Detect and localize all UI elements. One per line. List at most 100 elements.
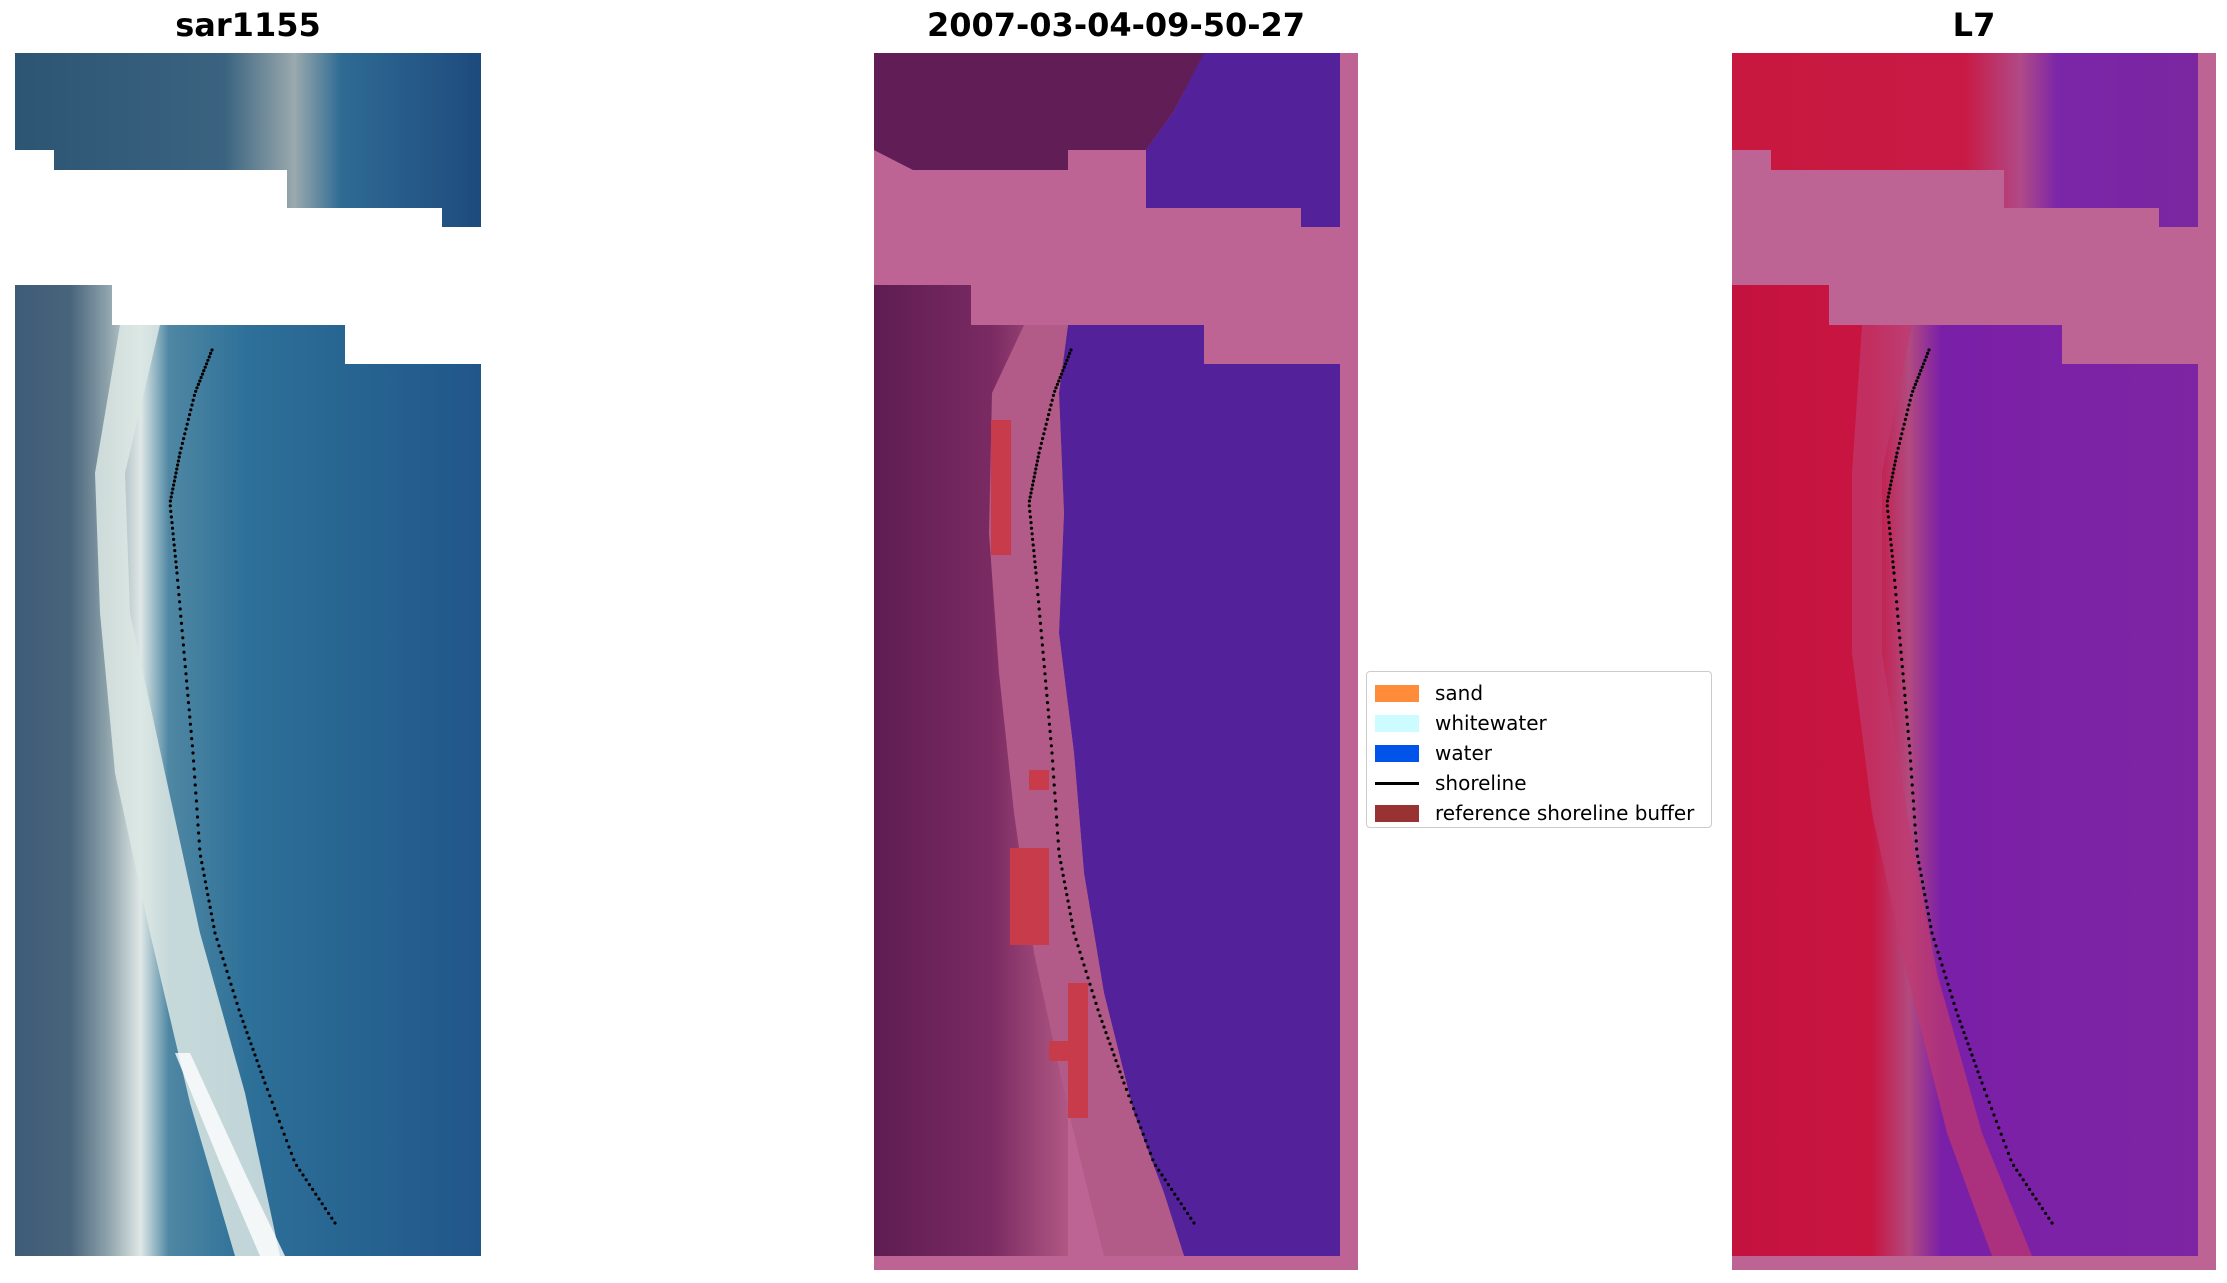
shoreline-dot — [1913, 382, 1917, 386]
shoreline-dot — [1920, 880, 1924, 884]
shoreline-dot — [1067, 905, 1071, 910]
shoreline-dot — [1059, 372, 1064, 376]
buffer-swatch — [1375, 804, 1419, 822]
shoreline-dot — [205, 886, 209, 890]
shoreline-dot — [2002, 1139, 2006, 1143]
shoreline-dot — [1914, 831, 1918, 835]
shoreline-dot — [2037, 1202, 2041, 1206]
shoreline-dot — [1035, 585, 1039, 590]
shoreline-dot — [1053, 389, 1057, 393]
shoreline-dot — [1916, 375, 1920, 380]
shoreline-dot — [1110, 1047, 1114, 1051]
shoreline-dot — [1182, 1207, 1186, 1211]
shoreline-dot — [307, 1183, 311, 1187]
shoreline-dot — [1084, 969, 1088, 974]
shoreline-dot — [1942, 969, 1946, 974]
shoreline-dot — [1049, 737, 1053, 741]
shoreline-dot — [1915, 847, 1919, 851]
panel-title-rgb: sar1155 — [175, 6, 321, 44]
shoreline-dot — [1106, 1036, 1110, 1040]
shoreline-dot — [237, 1008, 241, 1012]
shoreline-dot — [1976, 1070, 1980, 1074]
shoreline-dot — [185, 679, 189, 683]
shoreline-dot — [1049, 744, 1053, 748]
shoreline-dot — [1893, 585, 1897, 590]
shoreline-dot — [1179, 1202, 1183, 1206]
shoreline-dot — [1887, 526, 1892, 530]
shoreline-dot — [1911, 799, 1915, 803]
shoreline-dot — [1899, 650, 1903, 654]
shoreline-dot — [1905, 715, 1909, 719]
shoreline-dot — [287, 1145, 291, 1149]
shoreline-dot — [1907, 744, 1911, 748]
shoreline-dot — [1958, 1019, 1962, 1024]
shoreline-dot — [1936, 950, 1940, 954]
shoreline-dot — [196, 823, 200, 827]
shoreline-dot — [195, 386, 199, 390]
shoreline-dot — [1956, 1014, 1960, 1018]
shoreline-dot — [1144, 1139, 1148, 1143]
shoreline-dot — [1047, 413, 1051, 417]
shoreline-dot — [1903, 417, 1907, 421]
shoreline-dot — [1059, 861, 1063, 865]
shoreline-dot — [1930, 931, 1934, 935]
shoreline-dot — [1045, 701, 1050, 705]
shoreline-dot — [1028, 495, 1032, 499]
shoreline-dot — [193, 775, 197, 779]
shoreline-dot — [265, 1087, 269, 1091]
shoreline-dot — [1038, 614, 1042, 618]
shoreline-dot — [1134, 1113, 1138, 1117]
shoreline-dot — [200, 372, 205, 376]
shoreline-dot — [1045, 417, 1049, 421]
shoreline-dot — [197, 839, 201, 843]
shoreline-dot — [170, 491, 174, 495]
shoreline-dot — [207, 899, 211, 903]
shoreline-dot — [1051, 759, 1055, 763]
shoreline-dot — [1041, 650, 1045, 654]
shoreline-dot — [1948, 989, 1952, 993]
shoreline-dot — [172, 543, 176, 547]
shoreline-dot — [1170, 1187, 1174, 1191]
shoreline-dot — [211, 918, 215, 922]
shoreline-dot — [1044, 422, 1048, 426]
shoreline-dot — [1892, 467, 1896, 471]
shoreline-dot — [1163, 1178, 1167, 1182]
shoreline-dot — [225, 969, 229, 974]
shoreline-dot — [1114, 1059, 1118, 1063]
shoreline-dot — [1938, 957, 1942, 961]
shoreline-dot — [195, 807, 199, 811]
shoreline-dot — [317, 1197, 321, 1201]
shoreline-dot — [181, 636, 185, 640]
shoreline-dot — [1898, 636, 1902, 640]
shoreline-dot — [174, 471, 178, 475]
shoreline-dot — [1042, 665, 1046, 669]
shoreline-dot — [1080, 957, 1084, 961]
shoreline-dot — [1028, 509, 1032, 513]
shoreline-dot — [255, 1059, 259, 1063]
shoreline-dot — [245, 1031, 249, 1035]
shoreline-dot — [1035, 459, 1039, 463]
classified-image-panel — [874, 53, 1358, 1270]
buffer-mark — [1029, 770, 1049, 790]
shoreline-dot — [174, 565, 178, 570]
shoreline-dot — [1034, 467, 1038, 471]
shoreline-dot — [1890, 549, 1894, 553]
shoreline-line-swatch — [1375, 781, 1419, 785]
shoreline-dot — [1053, 791, 1057, 795]
shoreline-dot — [1909, 393, 1913, 397]
shoreline-dot — [1048, 408, 1052, 412]
legend-item-shoreline: shoreline — [1375, 768, 1703, 798]
shoreline-dot — [1027, 504, 1031, 508]
shoreline-dot — [192, 393, 196, 397]
shoreline-dot — [1054, 386, 1058, 390]
shoreline-dot — [304, 1178, 308, 1182]
shoreline-dot — [202, 873, 206, 878]
shoreline-dot — [1920, 365, 1924, 369]
buffer-mark — [1068, 983, 1088, 1118]
shoreline-dot — [1028, 515, 1032, 519]
shoreline-dot — [229, 982, 233, 986]
shoreline-dot — [1952, 1001, 1956, 1006]
shoreline-dot — [1064, 886, 1068, 890]
shoreline-dot — [190, 403, 194, 407]
shoreline-dot — [2024, 1183, 2028, 1187]
